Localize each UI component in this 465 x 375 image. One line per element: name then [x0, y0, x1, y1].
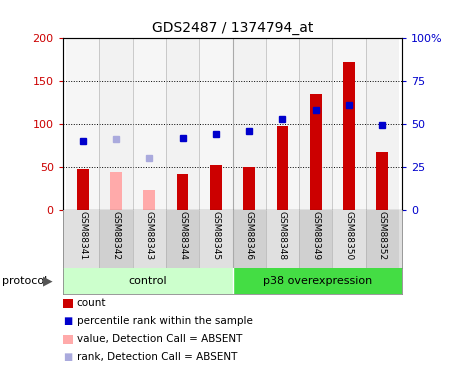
Bar	[100, 210, 133, 268]
Text: rank, Detection Call = ABSENT: rank, Detection Call = ABSENT	[77, 352, 237, 362]
Bar	[232, 38, 266, 210]
Text: ■: ■	[63, 352, 73, 362]
Text: ■: ■	[63, 316, 73, 326]
Bar	[266, 38, 299, 210]
Bar	[177, 174, 188, 210]
Bar	[133, 210, 166, 268]
Bar	[365, 38, 399, 210]
Bar	[110, 172, 122, 210]
Text: GSM88350: GSM88350	[345, 211, 353, 260]
Text: GSM88346: GSM88346	[245, 211, 253, 260]
Bar	[144, 190, 155, 210]
Bar	[332, 38, 365, 210]
Text: GSM88348: GSM88348	[278, 211, 287, 260]
Bar	[166, 210, 199, 268]
Bar	[332, 210, 365, 268]
Text: percentile rank within the sample: percentile rank within the sample	[77, 316, 252, 326]
Bar	[100, 38, 133, 210]
Bar	[199, 38, 232, 210]
Text: protocol: protocol	[2, 276, 47, 286]
Bar	[377, 152, 388, 210]
Title: GDS2487 / 1374794_at: GDS2487 / 1374794_at	[152, 21, 313, 35]
Bar	[299, 210, 332, 268]
Bar	[63, 268, 232, 294]
Bar	[343, 62, 355, 210]
Text: count: count	[77, 298, 106, 308]
Text: GSM88344: GSM88344	[178, 211, 187, 260]
Bar	[299, 38, 332, 210]
Bar	[232, 268, 402, 294]
Text: p38 overexpression: p38 overexpression	[263, 276, 372, 286]
Bar	[77, 170, 88, 210]
Bar	[210, 165, 222, 210]
Text: GSM88345: GSM88345	[212, 211, 220, 260]
Text: GSM88341: GSM88341	[78, 211, 87, 260]
Text: GSM88342: GSM88342	[112, 211, 120, 260]
Bar	[66, 38, 100, 210]
Bar	[243, 167, 255, 210]
Bar	[199, 210, 232, 268]
Bar	[310, 94, 321, 210]
Bar	[277, 126, 288, 210]
Bar	[166, 38, 199, 210]
Text: ▶: ▶	[43, 275, 53, 288]
Bar	[66, 210, 100, 268]
Text: GSM88352: GSM88352	[378, 211, 387, 260]
Bar	[133, 38, 166, 210]
Text: GSM88343: GSM88343	[145, 211, 154, 260]
Text: control: control	[128, 276, 167, 286]
Bar	[365, 210, 399, 268]
Bar	[232, 210, 266, 268]
Text: value, Detection Call = ABSENT: value, Detection Call = ABSENT	[77, 334, 242, 344]
Bar	[266, 210, 299, 268]
Text: GSM88349: GSM88349	[311, 211, 320, 260]
